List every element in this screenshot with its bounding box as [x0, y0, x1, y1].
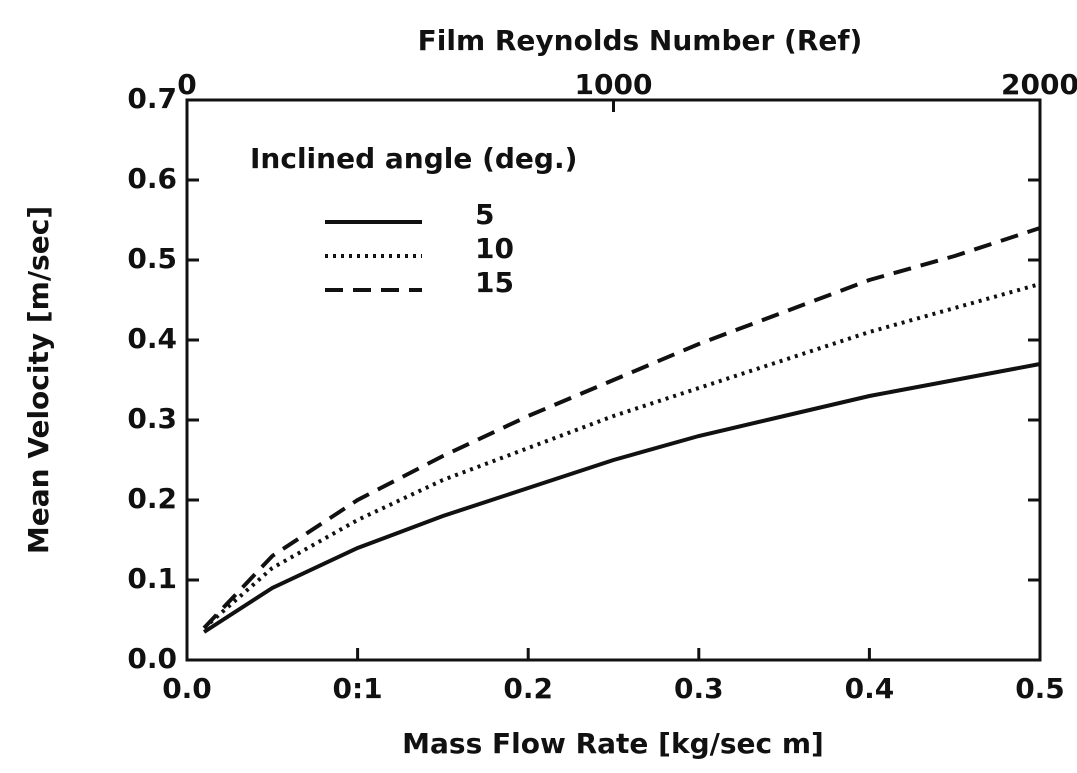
y-tick-label: 0.5: [127, 242, 177, 275]
series-line: [202, 226, 1041, 630]
x-tick-label: 0.2: [503, 672, 553, 705]
y-tick-label: 0.3: [127, 402, 177, 435]
x-axis-label: Mass Flow Rate [kg/sec m]: [402, 727, 824, 760]
x-tick-label: 0:1: [333, 672, 383, 705]
x-tick-label: 0.0: [162, 672, 212, 705]
legend-label: 5: [475, 198, 494, 231]
legend-title: Inclined angle (deg.): [250, 142, 577, 175]
y-tick-label: 0.6: [127, 162, 177, 195]
y-axis-label: Mean Velocity [m/sec]: [22, 206, 55, 554]
y-tick-label: 0.4: [127, 322, 177, 355]
x2-tick-label: 0: [177, 68, 196, 101]
y-tick-label: 0.7: [127, 82, 177, 115]
y-tick-label: 0.1: [127, 562, 177, 595]
x-tick-label: 0.3: [674, 672, 724, 705]
y-tick-label: 0.0: [127, 642, 177, 675]
x2-tick-label: 1000: [575, 68, 653, 101]
series-line: [202, 282, 1041, 630]
top-axis-title: Film Reynolds Number (Ref): [418, 24, 863, 57]
x-tick-label: 0.4: [845, 672, 895, 705]
x-tick-label: 0.5: [1015, 672, 1065, 705]
legend-label: 10: [475, 232, 514, 265]
legend-label: 15: [475, 266, 514, 299]
y-tick-label: 0.2: [127, 482, 177, 515]
x2-tick-label: 2000: [1001, 68, 1077, 101]
series-line: [202, 362, 1041, 634]
